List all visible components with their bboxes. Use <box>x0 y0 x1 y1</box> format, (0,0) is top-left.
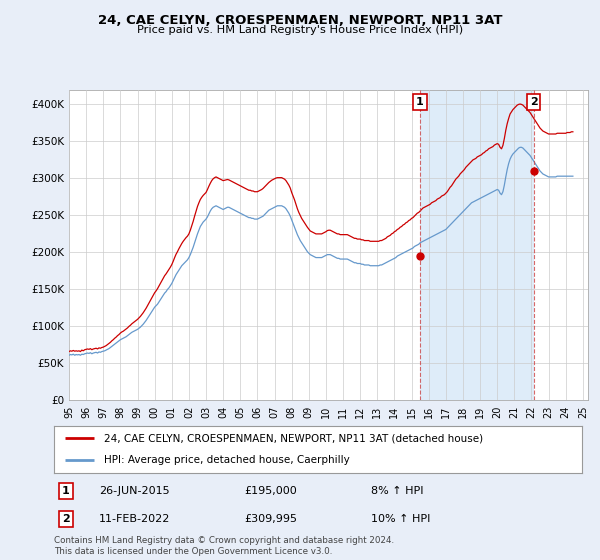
Text: 11-FEB-2022: 11-FEB-2022 <box>99 514 170 524</box>
Text: Contains HM Land Registry data © Crown copyright and database right 2024.
This d: Contains HM Land Registry data © Crown c… <box>54 536 394 556</box>
Text: HPI: Average price, detached house, Caerphilly: HPI: Average price, detached house, Caer… <box>104 455 350 465</box>
Text: 1: 1 <box>62 486 70 496</box>
Text: 1: 1 <box>416 97 424 107</box>
Bar <box>420 90 533 400</box>
Text: £309,995: £309,995 <box>244 514 297 524</box>
Text: Price paid vs. HM Land Registry's House Price Index (HPI): Price paid vs. HM Land Registry's House … <box>137 25 463 35</box>
Text: 26-JUN-2015: 26-JUN-2015 <box>99 486 170 496</box>
Text: 2: 2 <box>62 514 70 524</box>
Text: 10% ↑ HPI: 10% ↑ HPI <box>371 514 430 524</box>
Text: 24, CAE CELYN, CROESPENMAEN, NEWPORT, NP11 3AT (detached house): 24, CAE CELYN, CROESPENMAEN, NEWPORT, NP… <box>104 433 483 444</box>
Text: 2: 2 <box>530 97 538 107</box>
Text: £195,000: £195,000 <box>244 486 297 496</box>
Text: 24, CAE CELYN, CROESPENMAEN, NEWPORT, NP11 3AT: 24, CAE CELYN, CROESPENMAEN, NEWPORT, NP… <box>98 14 502 27</box>
Text: 8% ↑ HPI: 8% ↑ HPI <box>371 486 424 496</box>
